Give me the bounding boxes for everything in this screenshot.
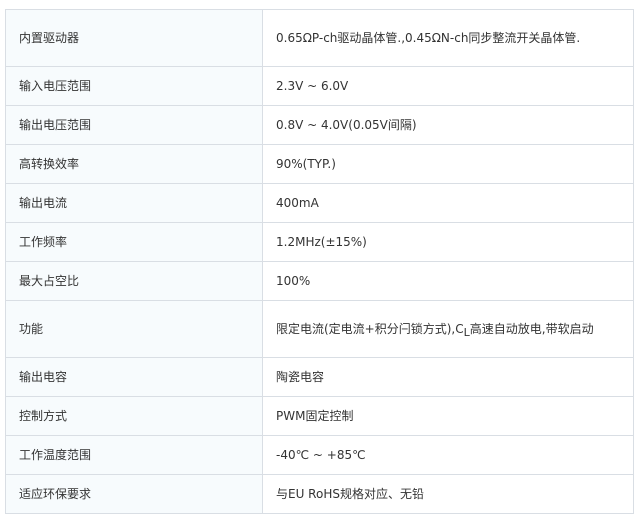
row-value: 0.8V ~ 4.0V(0.05V间隔)	[262, 105, 634, 145]
value-text: 限定电流(定电流+积分闩锁方式),C	[276, 322, 464, 336]
row-label: 输出电容	[5, 357, 263, 397]
table-row: 工作频率 1.2MHz(±15%)	[5, 222, 634, 262]
table-row: 适应环保要求 与EU RoHS规格对应、无铅	[5, 474, 634, 514]
row-label: 功能	[5, 300, 263, 358]
row-label: 输出电压范围	[5, 105, 263, 145]
table-row: 高转换效率 90%(TYP.)	[5, 144, 634, 184]
row-label: 适应环保要求	[5, 474, 263, 514]
subscript: L	[463, 326, 470, 339]
row-label: 输出电流	[5, 183, 263, 223]
row-value: 限定电流(定电流+积分闩锁方式),CL高速自动放电,带软启动	[262, 300, 634, 358]
table-row: 工作温度范围 -40℃ ~ +85℃	[5, 435, 634, 475]
spec-table: 内置驱动器 0.65ΩP-ch驱动晶体管.,0.45ΩN-ch同步整流开关晶体管.…	[5, 9, 634, 514]
row-value: 陶瓷电容	[262, 357, 634, 397]
row-label: 最大占空比	[5, 261, 263, 301]
row-value: PWM固定控制	[262, 396, 634, 436]
table-row: 输出电流 400mA	[5, 183, 634, 223]
table-row: 输出电压范围 0.8V ~ 4.0V(0.05V间隔)	[5, 105, 634, 145]
row-value: 与EU RoHS规格对应、无铅	[262, 474, 634, 514]
row-label: 输入电压范围	[5, 66, 263, 106]
row-value: 2.3V ~ 6.0V	[262, 66, 634, 106]
row-value: 0.65ΩP-ch驱动晶体管.,0.45ΩN-ch同步整流开关晶体管.	[262, 9, 634, 67]
row-label: 控制方式	[5, 396, 263, 436]
row-label: 高转换效率	[5, 144, 263, 184]
row-label: 工作频率	[5, 222, 263, 262]
row-value: 400mA	[262, 183, 634, 223]
row-value: 1.2MHz(±15%)	[262, 222, 634, 262]
table-row: 内置驱动器 0.65ΩP-ch驱动晶体管.,0.45ΩN-ch同步整流开关晶体管.	[5, 9, 634, 67]
table-row: 控制方式 PWM固定控制	[5, 396, 634, 436]
row-value: -40℃ ~ +85℃	[262, 435, 634, 475]
row-label: 内置驱动器	[5, 9, 263, 67]
value-text: 高速自动放电,带软启动	[469, 322, 594, 336]
row-label: 工作温度范围	[5, 435, 263, 475]
table-row: 最大占空比 100%	[5, 261, 634, 301]
table-row: 输入电压范围 2.3V ~ 6.0V	[5, 66, 634, 106]
table-row: 功能 限定电流(定电流+积分闩锁方式),CL高速自动放电,带软启动	[5, 300, 634, 358]
row-value: 90%(TYP.)	[262, 144, 634, 184]
row-value: 100%	[262, 261, 634, 301]
table-row: 输出电容 陶瓷电容	[5, 357, 634, 397]
